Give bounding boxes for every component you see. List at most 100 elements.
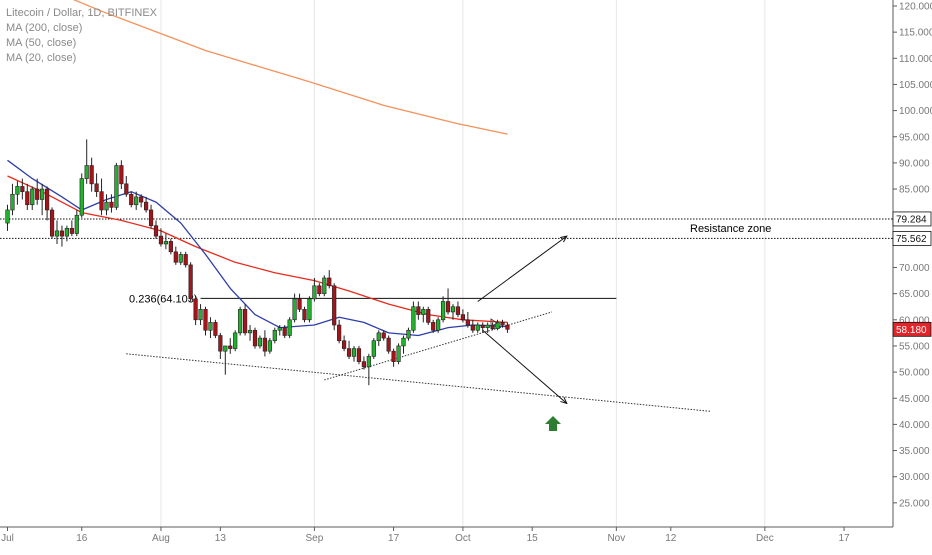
candle <box>109 194 114 213</box>
legend-ma20: MA (20, close) <box>6 52 77 64</box>
candle-body <box>139 196 144 203</box>
y-tick-label: 40.000 <box>899 420 930 431</box>
price-tag-79: 79.284 <box>892 211 932 227</box>
candle <box>223 345 228 375</box>
price-tag-79-text: 79.284 <box>896 214 927 225</box>
candle-body <box>376 332 381 342</box>
y-tick-label: 50.000 <box>899 368 930 379</box>
candle-body <box>307 298 312 321</box>
legend-ma50: MA (50, close) <box>6 37 77 49</box>
candle <box>25 183 30 210</box>
candle <box>247 325 253 341</box>
candle <box>203 306 208 336</box>
candle <box>163 233 169 250</box>
y-tick-label: 55.000 <box>899 341 930 352</box>
candle <box>475 322 480 333</box>
candle-body <box>356 348 362 362</box>
candle <box>144 196 149 213</box>
candle <box>327 270 332 289</box>
y-tick-label: 85.000 <box>899 185 930 196</box>
candle-body <box>411 306 416 331</box>
candle <box>317 283 322 297</box>
candle <box>485 322 490 333</box>
candle-body <box>317 285 322 294</box>
y-tick-label: 60.000 <box>899 315 930 326</box>
candle <box>436 317 441 333</box>
candle-body <box>104 201 109 211</box>
candle-body <box>460 314 466 321</box>
candle <box>282 325 287 339</box>
candle-body <box>495 322 500 329</box>
candle <box>431 319 436 333</box>
candle-body <box>213 322 218 336</box>
candle <box>455 301 461 318</box>
candle-body <box>371 340 376 357</box>
candle-body <box>25 191 30 206</box>
candle <box>30 186 35 210</box>
candle <box>361 356 367 370</box>
candle-body <box>302 309 307 321</box>
y-tick-label: 105.000 <box>899 80 932 91</box>
projection-arrow <box>482 329 567 403</box>
candle-body <box>277 327 282 331</box>
x-tick-label: 15 <box>527 533 539 544</box>
x-tick-label: Jul <box>1 533 14 544</box>
candle <box>470 319 475 333</box>
candle <box>445 288 451 315</box>
candle-body <box>233 332 238 349</box>
candle-body <box>243 309 248 334</box>
candle-body <box>470 324 475 331</box>
candle-body <box>396 345 401 362</box>
candle-body <box>292 298 297 321</box>
candle <box>252 327 258 349</box>
candle-body <box>129 193 134 206</box>
candle <box>351 345 357 362</box>
candle-body <box>223 345 228 352</box>
candle-body <box>228 345 233 349</box>
candle <box>198 304 203 326</box>
x-tick-label: 17 <box>838 533 850 544</box>
candle <box>44 186 50 221</box>
candle <box>505 322 510 333</box>
candle-body <box>282 327 287 336</box>
candle <box>173 246 178 265</box>
x-tick-label: Dec <box>756 533 774 544</box>
candle-body <box>485 324 490 328</box>
last-price-tag-bg <box>892 321 932 337</box>
candle <box>302 306 307 323</box>
candle <box>153 220 159 239</box>
candle-body <box>124 183 129 195</box>
apex-marker <box>490 318 498 328</box>
candle-body <box>203 309 208 331</box>
x-tick-label: Aug <box>152 533 170 544</box>
candle <box>228 338 233 354</box>
candle-body <box>144 201 149 211</box>
candle-body <box>416 306 421 315</box>
candle <box>188 262 193 302</box>
x-tick-label: 17 <box>388 533 400 544</box>
candle-body <box>94 183 99 192</box>
y-tick-label: 110.000 <box>899 54 932 65</box>
candle <box>416 301 421 320</box>
last-price-tag: 58.180 <box>892 321 932 337</box>
candle <box>366 353 371 386</box>
candle <box>129 191 134 208</box>
candle <box>322 275 327 297</box>
candle-body <box>391 350 396 362</box>
candle <box>148 204 154 229</box>
candle <box>500 319 505 328</box>
candle <box>74 209 79 237</box>
projection-arrow <box>477 236 567 302</box>
candle <box>178 251 183 265</box>
candle <box>465 311 470 328</box>
candle-body <box>436 319 441 331</box>
candle-body <box>5 209 10 224</box>
candle <box>421 306 426 323</box>
candle-body <box>505 324 510 330</box>
candle <box>341 335 347 352</box>
candle-body <box>262 337 268 352</box>
candle <box>495 319 500 331</box>
y-tick-label: 45.000 <box>899 394 930 405</box>
